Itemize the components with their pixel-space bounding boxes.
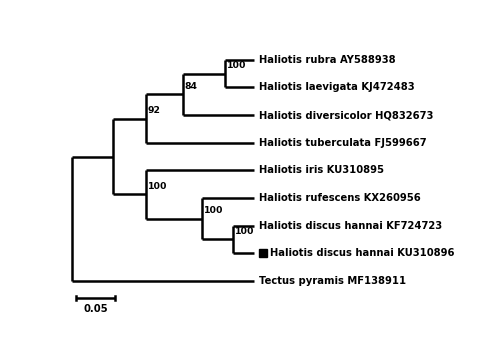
Text: Haliotis tuberculata FJ599667: Haliotis tuberculata FJ599667 [259,138,426,148]
Bar [259,249,266,257]
Text: 84: 84 [184,82,198,91]
Text: Haliotis iris KU310895: Haliotis iris KU310895 [259,165,384,175]
Text: 100: 100 [227,61,246,70]
Text: Haliotis discus hannai KU310896: Haliotis discus hannai KU310896 [270,248,454,258]
Text: Haliotis discus hannai KF724723: Haliotis discus hannai KF724723 [259,221,442,231]
Text: 100: 100 [235,227,255,236]
Text: 0.05: 0.05 [83,304,108,314]
Text: 92: 92 [148,106,160,115]
Text: Haliotis diversicolor HQ832673: Haliotis diversicolor HQ832673 [259,110,434,120]
Text: Haliotis rubra AY588938: Haliotis rubra AY588938 [259,55,396,65]
Text: Haliotis rufescens KX260956: Haliotis rufescens KX260956 [259,193,420,203]
Text: 100: 100 [204,206,224,215]
Text: Haliotis laevigata KJ472483: Haliotis laevigata KJ472483 [259,82,414,93]
Text: Tectus pyramis MF138911: Tectus pyramis MF138911 [259,276,406,286]
Text: 100: 100 [148,182,167,191]
